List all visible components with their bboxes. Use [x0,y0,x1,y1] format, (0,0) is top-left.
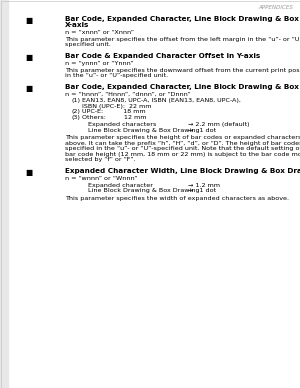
Text: → 2.2 mm (default): → 2.2 mm (default) [188,122,250,127]
Text: Expanded Character Width, Line Block Drawing & Box Drawing: Expanded Character Width, Line Block Dra… [65,168,300,174]
Text: selected by “f” or “F”.: selected by “f” or “F”. [65,158,136,163]
Text: (3): (3) [72,115,81,120]
Text: EAN13, EAN8, UPC-A, ISBN (EAN13, EAN8, UPC-A),: EAN13, EAN8, UPC-A, ISBN (EAN13, EAN8, U… [82,99,241,103]
Text: specified in the “u”- or “U”-specified unit. Note that the default setting of th: specified in the “u”- or “U”-specified u… [65,146,300,151]
Text: This parameter specifies the width of expanded characters as above.: This parameter specifies the width of ex… [65,196,289,201]
Text: ■: ■ [25,168,32,177]
Text: (2): (2) [72,109,81,114]
Text: → 1.2 mm: → 1.2 mm [188,183,220,188]
Text: Expanded characters: Expanded characters [88,122,156,127]
Text: in the “u”- or “U”-specified unit.: in the “u”- or “U”-specified unit. [65,73,168,78]
Text: →   1 dot: → 1 dot [188,188,216,193]
Text: Expanded character: Expanded character [88,183,153,188]
Text: n = “hnnn”, “Hnnn”, “dnnn”, or “Dnnn”: n = “hnnn”, “Hnnn”, “dnnn”, or “Dnnn” [65,92,190,97]
Text: specified unit.: specified unit. [65,42,111,47]
Bar [0,0,8,388]
Text: →   1 dot: → 1 dot [188,128,216,133]
Text: Others:         12 mm: Others: 12 mm [82,115,146,120]
Text: n = “xnnn” or “Xnnn”: n = “xnnn” or “Xnnn” [65,30,134,35]
Text: above. It can take the prefix “h”, “H”, “d”, or “D”. The height of bar codes is: above. It can take the prefix “h”, “H”, … [65,141,300,146]
Text: ISBN (UPC-E):  22 mm: ISBN (UPC-E): 22 mm [82,104,152,109]
Text: UPC-E:          18 mm: UPC-E: 18 mm [82,109,146,114]
Text: Bar Code, Expanded Character, Line Block Drawing & Box Drawing Height: Bar Code, Expanded Character, Line Block… [65,83,300,90]
Text: ■: ■ [25,53,32,62]
Text: ■: ■ [25,17,32,26]
Text: n = “wnnn” or “Wnnn”: n = “wnnn” or “Wnnn” [65,176,137,181]
Text: This parameter specifies the offset from the left margin in the “u”- or “U”-: This parameter specifies the offset from… [65,37,300,42]
Text: bar code height (12 mm, 18 mm or 22 mm) is subject to the bar code mode: bar code height (12 mm, 18 mm or 22 mm) … [65,152,300,157]
Text: n = “ynnn” or “Ynnn”: n = “ynnn” or “Ynnn” [65,61,134,66]
Text: Line Block Drawing & Box Drawing: Line Block Drawing & Box Drawing [88,128,200,133]
Text: Bar Code, Expanded Character, Line Block Drawing & Box Drawing Offset in: Bar Code, Expanded Character, Line Block… [65,16,300,22]
Text: APPENDICES: APPENDICES [258,5,293,10]
Text: This parameter specifies the height of bar codes or expanded characters as: This parameter specifies the height of b… [65,135,300,140]
Text: ■: ■ [25,84,32,93]
Text: This parameter specifies the downward offset from the current print position: This parameter specifies the downward of… [65,68,300,73]
Text: Bar Code & Expanded Character Offset in Y-axis: Bar Code & Expanded Character Offset in … [65,53,260,59]
Text: (1): (1) [72,99,81,103]
Text: Line Block Drawing & Box Drawing: Line Block Drawing & Box Drawing [88,188,200,193]
Text: X-axis: X-axis [65,22,89,28]
